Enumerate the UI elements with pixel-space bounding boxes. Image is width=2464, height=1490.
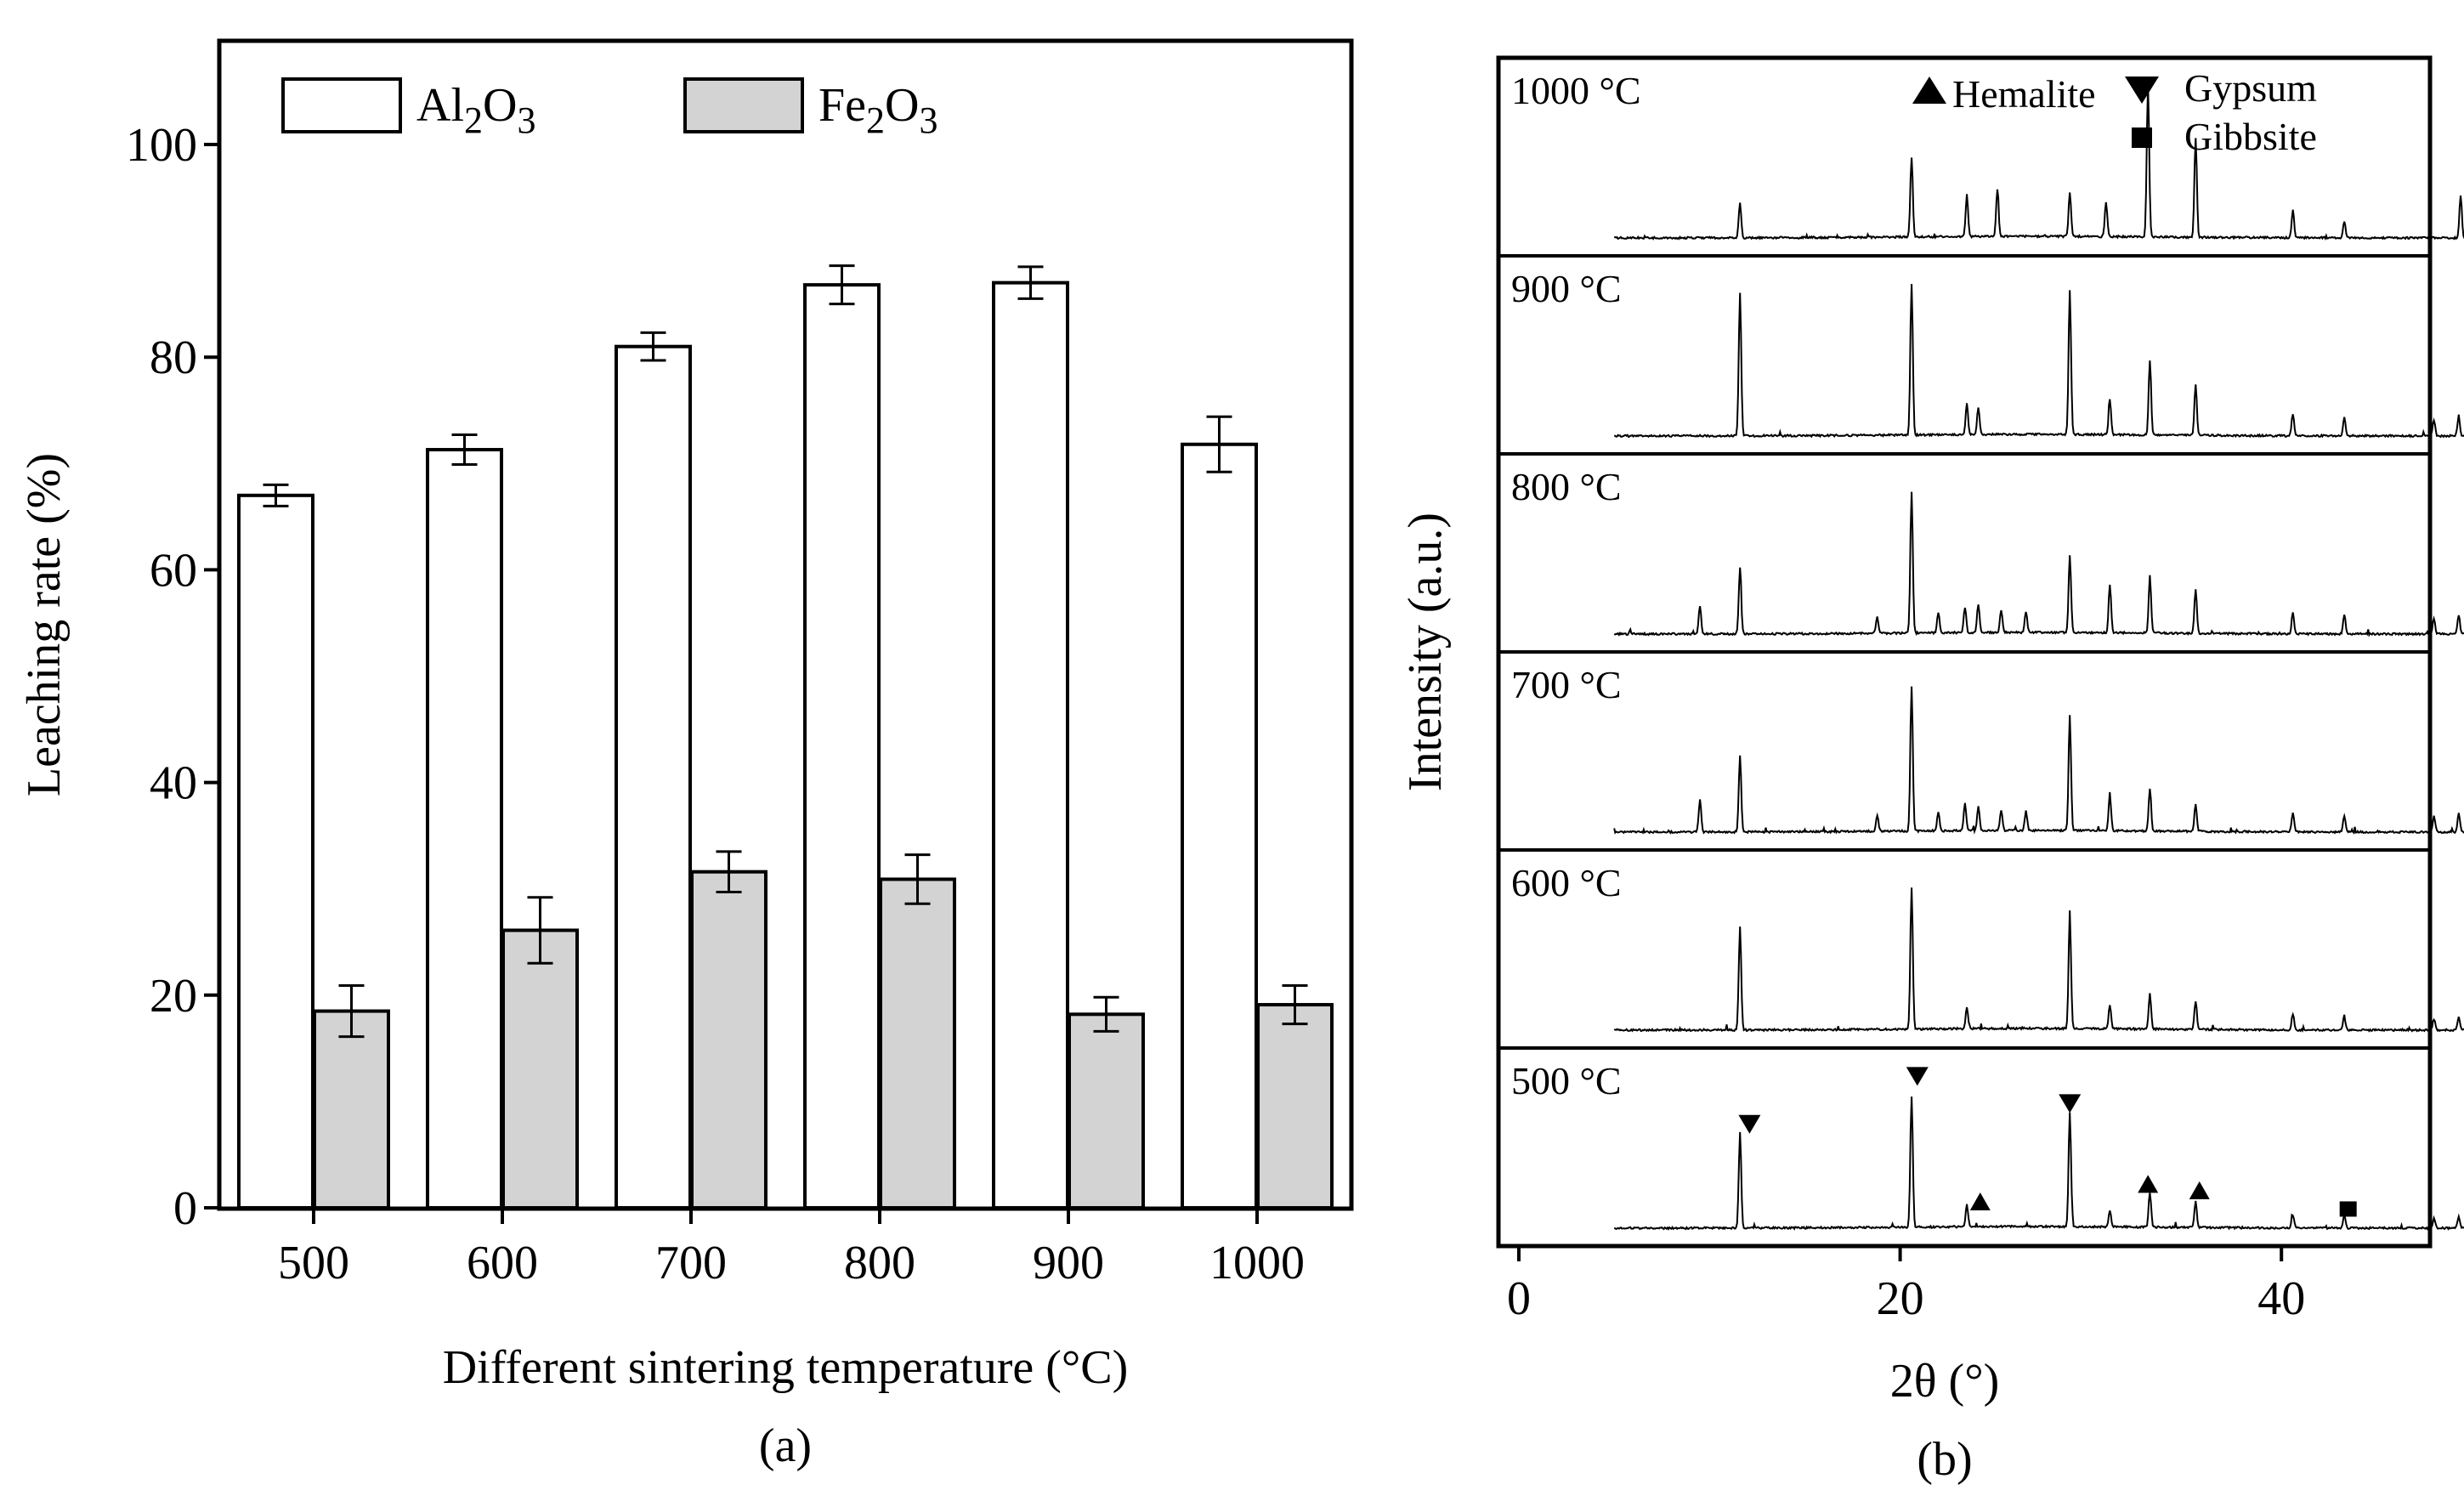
y-axis-ticks: 0 20 40 60 80 100 [126, 119, 219, 1235]
xrd-x-tick-label-40: 40 [2257, 1272, 2305, 1325]
bar-al-1000 [1181, 442, 1258, 1210]
bar-al-700 [615, 344, 692, 1210]
xrd-panel-label-800: 800 °C [1511, 465, 1622, 508]
marker-hemalite [1969, 1193, 1991, 1211]
xrd-subpanels: 1000 °C 900 °C 800 °C 700 °C 600 °C 500 °C [1498, 69, 2464, 1231]
xrd-x-tick-label-20: 20 [1877, 1272, 1924, 1325]
x-tick-label-900: 900 [1033, 1237, 1104, 1289]
bar-fe-800 [879, 877, 956, 1210]
xrd-subpanel-800: 800 °C [1498, 452, 2464, 637]
xrd-subpanel-600: 600 °C [1498, 848, 2464, 1033]
xrd-panel-label-500: 500 °C [1511, 1059, 1622, 1102]
legend-label-gypsum: Gypsum [2184, 66, 2317, 110]
marker-gypsum [1906, 1067, 1929, 1086]
bar-fe-700 [690, 870, 768, 1210]
x-axis-ticks: 500 600 700 800 900 1000 [278, 1209, 1305, 1289]
error-bar-layer [263, 264, 1308, 1039]
legend-marker-gypsum [2125, 76, 2159, 104]
xrd-subpanel-700: 700 °C [1498, 650, 2464, 835]
xrd-subpanel-500: 500 °C [1498, 1046, 2464, 1231]
bar-fe-900 [1068, 1012, 1145, 1210]
xrd-line-500 [1613, 1096, 2464, 1231]
legend: Al2O3 Fe2O3 [281, 77, 937, 141]
marker-hemalite [2189, 1181, 2210, 1199]
xrd-subpanel-900: 900 °C [1498, 254, 2464, 439]
bar-chart-panel: 0 20 40 60 80 100 500 600 700 800 900 1000 Leachin… [18, 38, 1354, 1472]
xrd-line-900 [1613, 284, 2464, 439]
xrd-line-1000 [1614, 84, 2464, 241]
y-tick-label-0: 0 [173, 1182, 197, 1235]
legend-marker-gibbsite [2132, 127, 2152, 148]
legend-label-fe2o3: Fe2O3 [819, 79, 937, 141]
legend-label-al2o3: Al2O3 [416, 79, 535, 141]
xrd-chart-panel: 1000 °C 900 °C 800 °C 700 °C 600 °C 500 °C 0 2… [1399, 55, 2464, 1486]
bar-layer [237, 280, 1334, 1210]
x-axis-title: Different sintering temperature (°C) [443, 1341, 1129, 1394]
y-tick-label-20: 20 [150, 970, 197, 1023]
x-tick-label-500: 500 [278, 1237, 349, 1289]
xrd-x-tick-label-0: 0 [1507, 1272, 1531, 1325]
bar-al-800 [803, 283, 881, 1210]
x-tick-label-800: 800 [844, 1237, 915, 1289]
y-axis-title: Leaching rate (%) [18, 453, 71, 796]
xrd-panel-label-600: 600 °C [1511, 861, 1622, 904]
xrd-line-600 [1613, 887, 2464, 1033]
xrd-subpanel-1000: 1000 °C [1511, 69, 2464, 241]
bar-fe-500 [313, 1009, 390, 1210]
x-tick-label-600: 600 [467, 1237, 538, 1289]
legend-item-gypsum: Gypsum [2125, 66, 2317, 110]
plot-frame [217, 38, 1354, 1211]
xrd-panel-label-700: 700 °C [1511, 663, 1622, 706]
xrd-panel-label-900: 900 °C [1511, 267, 1622, 310]
legend-marker-hemalite [1912, 76, 1946, 104]
legend-swatch-al2o3 [281, 77, 402, 133]
legend-item-gibbsite: Gibbsite [2132, 115, 2317, 158]
marker-gypsum [1738, 1114, 1761, 1134]
marker-gypsum [2059, 1094, 2082, 1113]
legend-label-gibbsite: Gibbsite [2184, 115, 2317, 158]
bar-al-900 [992, 280, 1069, 1210]
y-tick-label-60: 60 [150, 544, 197, 597]
legend-swatch-fe2o3 [683, 77, 804, 133]
panel-label-a: (a) [759, 1419, 812, 1472]
bar-al-500 [237, 493, 314, 1210]
bar-al-600 [426, 448, 503, 1210]
marker-gibbsite [2339, 1201, 2357, 1217]
legend-label-hemalite: Hemalite [1952, 72, 2096, 116]
x-tick-label-1000: 1000 [1209, 1237, 1305, 1289]
xrd-legend: Hemalite Gypsum Gibbsite [1912, 66, 2317, 158]
legend-item-fe2o3: Fe2O3 [683, 77, 937, 141]
y-tick-label-100: 100 [126, 119, 197, 172]
xrd-line-800 [1613, 491, 2464, 637]
bar-fe-1000 [1256, 1003, 1334, 1210]
x-tick-label-700: 700 [655, 1237, 727, 1289]
xrd-frame [1496, 55, 2433, 1249]
xrd-line-700 [1613, 686, 2464, 835]
y-tick-label-80: 80 [150, 331, 197, 384]
xrd-panel-label-1000: 1000 °C [1511, 69, 1641, 112]
panel-label-b: (b) [1917, 1433, 1972, 1486]
xrd-y-axis-title: Intensity (a.u.) [1399, 513, 1452, 791]
bar-fe-600 [501, 928, 579, 1210]
legend-item-hemalite: Hemalite [1912, 72, 2096, 116]
y-tick-label-40: 40 [150, 757, 197, 810]
marker-hemalite [2138, 1175, 2159, 1193]
xrd-x-axis-title: 2θ (°) [1890, 1355, 2000, 1408]
legend-item-al2o3: Al2O3 [281, 77, 535, 141]
